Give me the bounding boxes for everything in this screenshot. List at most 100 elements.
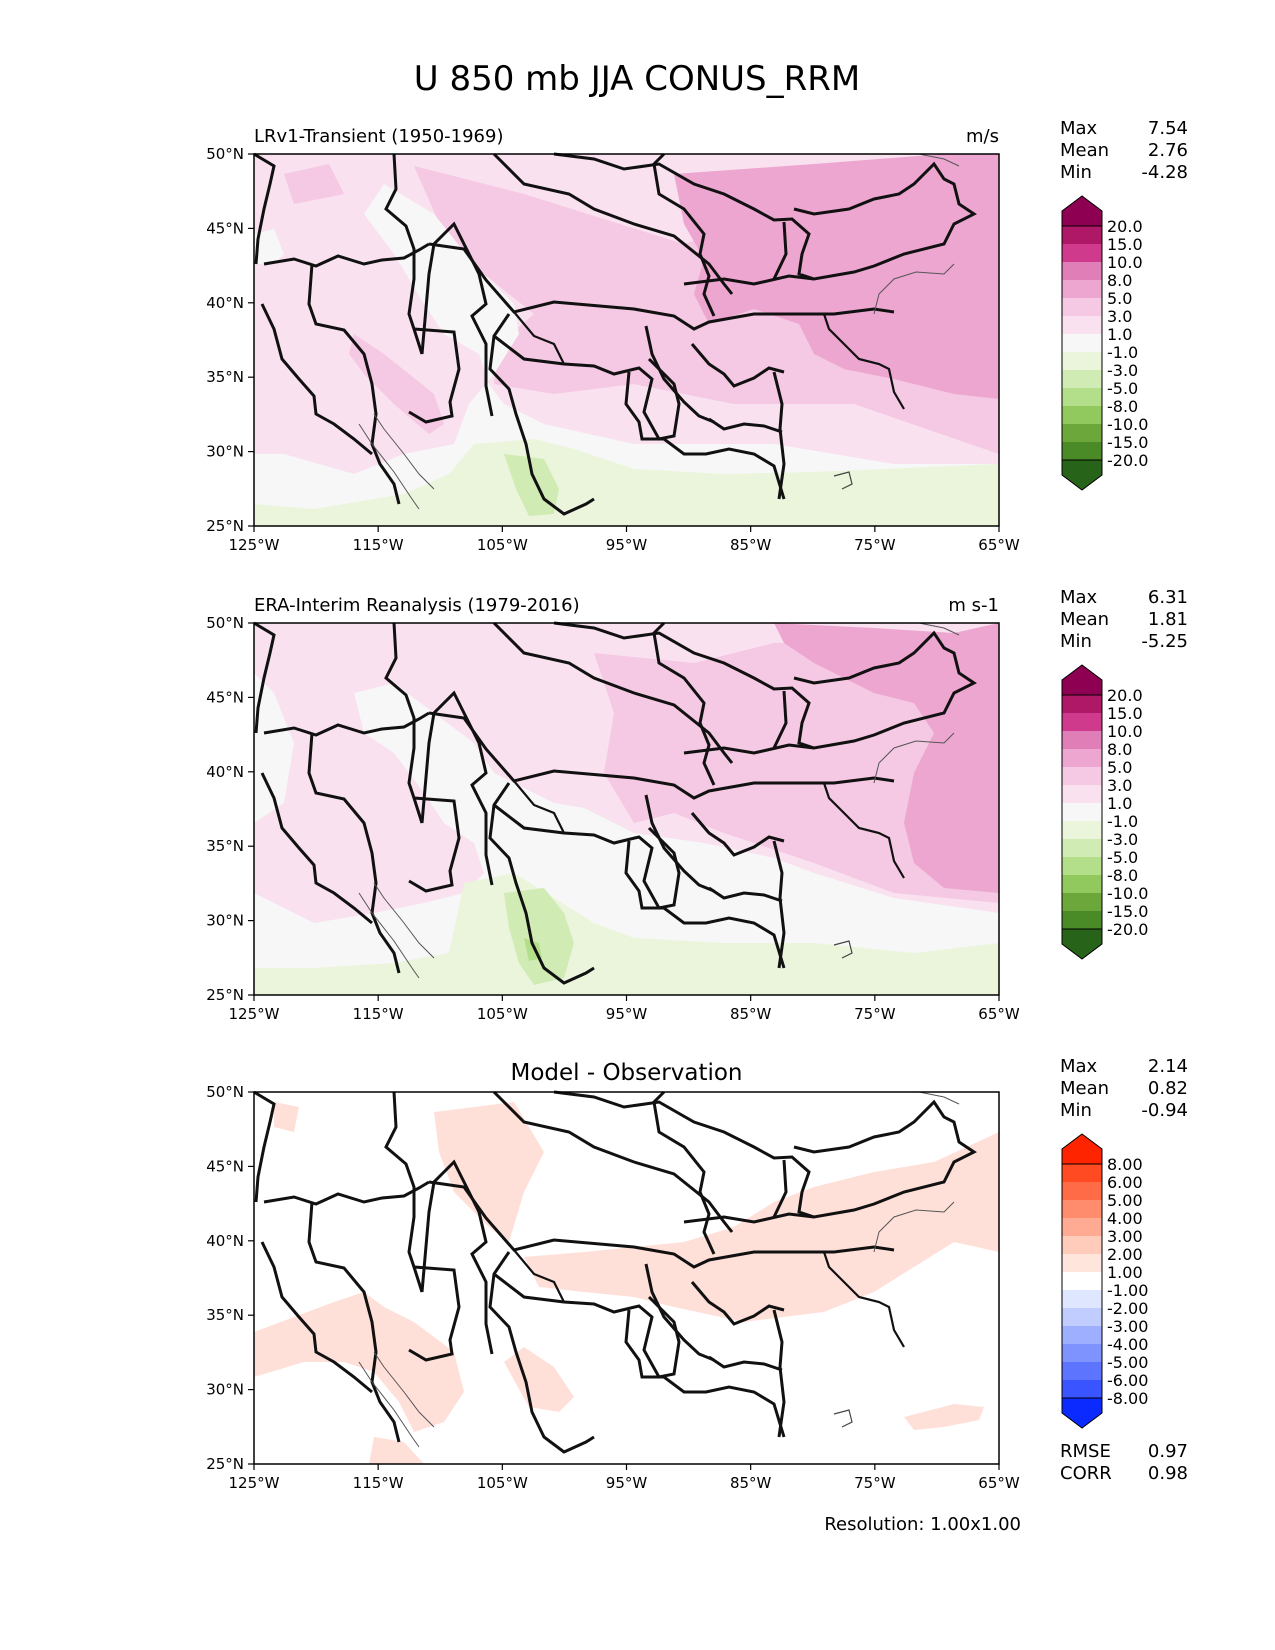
colorbar-bin [1062, 280, 1102, 298]
colorbar-bin [1062, 839, 1102, 857]
stat-label: Min [1060, 162, 1092, 183]
colorbar-bin [1062, 713, 1102, 731]
contour-fill [904, 1404, 984, 1430]
colorbar-extend-min [1061, 459, 1103, 491]
colorbar-label: -2.00 [1107, 1299, 1148, 1318]
colorbar-label: 1.0 [1107, 325, 1132, 344]
lon-tick-label: 85°W [730, 1005, 772, 1023]
colorbar-bin [1062, 424, 1102, 442]
stat-label: Mean [1060, 1078, 1109, 1099]
panel-title-center: Model - Observation [510, 1060, 742, 1086]
stat-value: 6.31 [1148, 587, 1188, 608]
lat-tick-label: 45°N [206, 219, 244, 237]
colorbar-label: -20.0 [1107, 920, 1148, 939]
colorbar-label: -4.00 [1107, 1335, 1148, 1354]
colorbar-bin [1062, 1200, 1102, 1218]
panel-title-left: LRv1-Transient (1950-1969) [254, 126, 503, 147]
colorbar-label: -1.0 [1107, 812, 1138, 831]
lat-tick-label: 45°N [206, 688, 244, 706]
colorbar-bin [1062, 1254, 1102, 1272]
lat-tick-label: 30°N [206, 443, 244, 461]
stat-value: 2.76 [1148, 140, 1188, 161]
panel-observation [254, 623, 1000, 996]
lon-tick-label: 95°W [606, 1474, 648, 1492]
lon-tick-label: 115°W [353, 1474, 404, 1492]
stat-label: Max [1060, 1056, 1098, 1077]
colorbar-bin [1062, 1362, 1102, 1380]
colorbar-label: 3.00 [1107, 1227, 1143, 1246]
stat-label: Min [1060, 1100, 1092, 1121]
colorbar-label: 3.0 [1107, 776, 1132, 795]
colorbar-frame [1061, 225, 1103, 461]
contour-fill [254, 873, 999, 995]
colorbar-label: -20.0 [1107, 451, 1148, 470]
colorbar-label: 8.00 [1107, 1155, 1143, 1174]
colorbar-bin [1062, 244, 1102, 262]
colorbar-bin [1062, 352, 1102, 370]
contour-fill [504, 1347, 574, 1412]
colorbar-label: 10.0 [1107, 253, 1143, 272]
contour-fill [254, 439, 999, 526]
lon-tick-label: 65°W [978, 1474, 1020, 1492]
colorbar-label: 5.00 [1107, 1191, 1143, 1210]
panel-units: m s-1 [948, 595, 999, 616]
colorbar-bin [1062, 406, 1102, 424]
colorbar-bin [1062, 911, 1102, 929]
colorbar-bin [1062, 1272, 1102, 1290]
colorbar-label: 20.0 [1107, 217, 1143, 236]
colorbar-bin [1062, 1236, 1102, 1254]
lon-tick-label: 125°W [229, 1005, 280, 1023]
colorbar-bin [1062, 857, 1102, 875]
contour-fill [274, 1102, 299, 1132]
contour-fill [434, 1102, 544, 1242]
colorbar-label: 6.00 [1107, 1173, 1143, 1192]
colorbar-bin [1062, 893, 1102, 911]
colorbar-label: -15.0 [1107, 433, 1148, 452]
colorbar-label: -15.0 [1107, 902, 1148, 921]
lon-tick-label: 65°W [978, 536, 1020, 554]
colorbar-bin [1062, 262, 1102, 280]
lat-tick-label: 35°N [206, 837, 244, 855]
stat-value: -4.28 [1141, 162, 1188, 183]
lat-tick-label: 50°N [206, 145, 244, 163]
stat-label: Max [1060, 118, 1098, 139]
colorbar-label: 15.0 [1107, 704, 1143, 723]
stat-value: 1.81 [1148, 609, 1188, 630]
lon-tick-label: 125°W [229, 536, 280, 554]
colorbar-label: 4.00 [1107, 1209, 1143, 1228]
contour-fill [254, 229, 284, 264]
colorbar-extend-min [1061, 928, 1103, 960]
panel-title-left: ERA-Interim Reanalysis (1979-2016) [254, 595, 580, 616]
lat-tick-label: 50°N [206, 1083, 244, 1101]
colorbar-bin [1062, 370, 1102, 388]
stat-label: Mean [1060, 609, 1109, 630]
stat-value: 0.97 [1148, 1441, 1188, 1462]
contour-fill [254, 184, 999, 526]
lon-tick-label: 85°W [730, 1474, 772, 1492]
colorbar-bin [1062, 1182, 1102, 1200]
colorbar-bin [1062, 1344, 1102, 1362]
colorbar-label: 10.0 [1107, 722, 1143, 741]
colorbar-bin [1062, 1290, 1102, 1308]
lat-tick-label: 30°N [206, 912, 244, 930]
colorbar-label: 1.0 [1107, 794, 1132, 813]
contour-fill [504, 888, 574, 985]
lon-tick-label: 115°W [353, 536, 404, 554]
lat-tick-label: 35°N [206, 1306, 244, 1324]
lat-tick-label: 25°N [206, 986, 244, 1004]
stat-label: RMSE [1060, 1441, 1111, 1462]
contour-fill [594, 643, 999, 903]
colorbar-bin [1062, 442, 1102, 460]
lon-tick-label: 65°W [978, 1005, 1020, 1023]
lon-tick-label: 85°W [730, 536, 772, 554]
colorbar-bin [1062, 1326, 1102, 1344]
lon-tick-label: 105°W [477, 536, 528, 554]
colorbar-bin [1062, 334, 1102, 352]
colorbar-label: -10.0 [1107, 884, 1148, 903]
colorbar-label: 20.0 [1107, 686, 1143, 705]
colorbar-bin [1062, 226, 1102, 244]
lon-tick-label: 75°W [854, 536, 896, 554]
colorbar-bin [1062, 1380, 1102, 1398]
colorbar-extend-max [1061, 664, 1103, 696]
lat-tick-label: 30°N [206, 1381, 244, 1399]
